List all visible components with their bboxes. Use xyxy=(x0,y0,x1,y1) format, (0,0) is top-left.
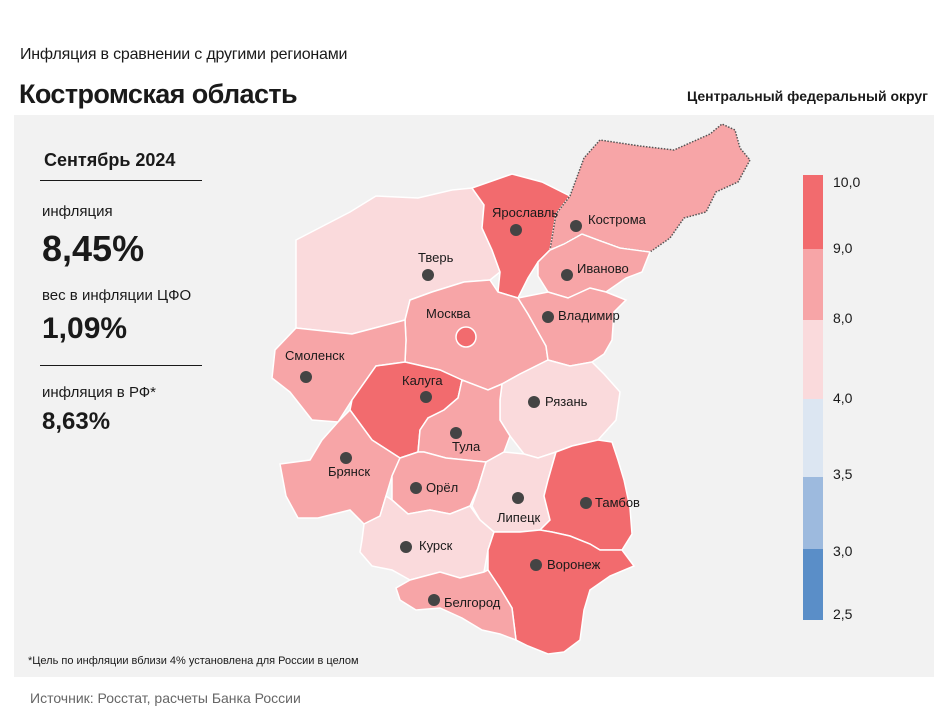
city-label: Тамбов xyxy=(595,495,640,510)
region-ivanovo[interactable] xyxy=(537,233,652,299)
city-marker-smolensk[interactable] xyxy=(300,371,312,383)
period-label: Сентябрь 2024 xyxy=(44,150,176,170)
city-label: Курск xyxy=(419,538,453,553)
legend-swatch xyxy=(803,399,823,477)
city-label: Ярославль xyxy=(492,205,558,220)
city-marker-kostroma[interactable] xyxy=(570,220,582,232)
region-belgorod[interactable] xyxy=(395,569,517,642)
legend-label: 10,0 xyxy=(833,174,861,190)
city-markers xyxy=(300,220,592,606)
legend-label: 3,5 xyxy=(833,466,853,482)
legend-swatch xyxy=(803,320,823,399)
subtitle: Инфляция в сравнении с другими регионами xyxy=(20,46,348,63)
city-label: Калуга xyxy=(402,373,443,388)
rf-inflation-value: 8,63% xyxy=(42,408,111,435)
city-marker-yaroslavl[interactable] xyxy=(510,224,522,236)
legend-label: 8,0 xyxy=(833,310,853,326)
divider xyxy=(40,365,202,366)
city-marker-bryansk[interactable] xyxy=(340,452,352,464)
city-labels: Ярославль Кострома Тверь Иваново Москва … xyxy=(285,205,647,610)
inflation-label: инфляция xyxy=(42,203,113,220)
city-label: Орёл xyxy=(426,480,458,495)
city-marker-orel[interactable] xyxy=(410,482,422,494)
region-kostroma[interactable] xyxy=(549,123,751,253)
region-bryansk[interactable] xyxy=(279,408,401,525)
legend-swatch xyxy=(803,249,823,320)
weight-value: 1,09% xyxy=(42,312,128,345)
city-label: Иваново xyxy=(577,261,629,276)
inflation-value: 8,45% xyxy=(42,228,145,269)
district-label: Центральный федеральный округ xyxy=(686,88,928,104)
city-label: Белгород xyxy=(444,595,501,610)
city-marker-vladimir[interactable] xyxy=(542,311,554,323)
legend-label: 4,0 xyxy=(833,390,853,406)
rf-inflation-label: инфляция в РФ* xyxy=(42,384,157,401)
weight-label: вес в инфляции ЦФО xyxy=(42,287,192,304)
city-marker-tambov[interactable] xyxy=(580,497,592,509)
city-label: Москва xyxy=(426,306,471,321)
city-marker-belgorod[interactable] xyxy=(428,594,440,606)
city-label: Смоленск xyxy=(285,348,345,363)
city-label: Липецк xyxy=(497,510,541,525)
city-marker-tula[interactable] xyxy=(450,427,462,439)
city-marker-voronezh[interactable] xyxy=(530,559,542,571)
city-marker-moscow[interactable] xyxy=(455,326,477,348)
city-label: Брянск xyxy=(328,464,370,479)
footnote: *Цель по инфляции вблизи 4% установлена … xyxy=(28,655,359,667)
city-marker-kaluga[interactable] xyxy=(420,391,432,403)
city-label: Владимир xyxy=(558,308,620,323)
city-marker-kursk[interactable] xyxy=(400,541,412,553)
legend-swatch xyxy=(803,549,823,620)
legend-label: 9,0 xyxy=(833,240,853,256)
legend-label: 3,0 xyxy=(833,543,853,559)
region-yaroslavl[interactable] xyxy=(470,173,572,299)
city-label: Кострома xyxy=(588,212,647,227)
city-label: Воронеж xyxy=(547,557,601,572)
city-label: Тверь xyxy=(418,250,454,265)
legend-swatch xyxy=(803,477,823,549)
page-title: Костромская область xyxy=(19,79,298,109)
city-marker-tver[interactable] xyxy=(422,269,434,281)
city-marker-ryazan[interactable] xyxy=(528,396,540,408)
legend-swatch xyxy=(803,175,823,249)
source-note: Источник: Росстат, расчеты Банка России xyxy=(30,690,301,706)
city-marker-ivanovo[interactable] xyxy=(561,269,573,281)
region-vladimir[interactable] xyxy=(516,287,628,367)
legend-color-bar xyxy=(803,175,823,620)
legend-label: 2,5 xyxy=(833,606,853,622)
divider xyxy=(40,180,202,181)
city-label: Тула xyxy=(452,439,481,454)
city-marker-lipetsk[interactable] xyxy=(512,492,524,504)
city-label: Рязань xyxy=(545,394,588,409)
